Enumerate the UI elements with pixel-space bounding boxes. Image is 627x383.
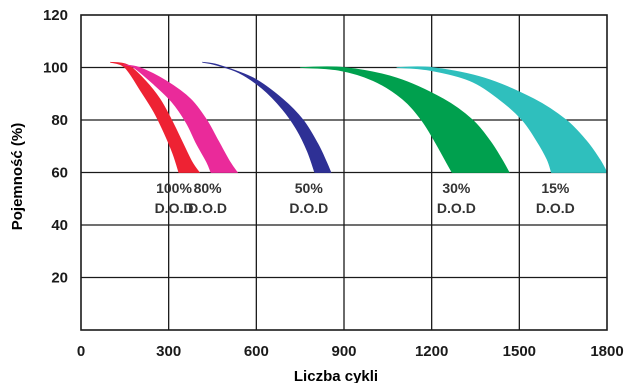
band-label-dod: D.O.D	[155, 200, 194, 216]
band-5	[396, 66, 608, 173]
y-tick-labels: 20 40 60 80 100 120	[43, 7, 68, 287]
band-label-pct: 100%	[156, 180, 192, 196]
y-tick-label: 20	[51, 270, 68, 287]
band-label-pct: 30%	[442, 180, 471, 196]
band-4	[300, 66, 510, 173]
x-tick-labels: 0 300 600 900 1200 1500 1800	[77, 343, 624, 360]
band-label-dod: D.O.D	[188, 200, 227, 216]
band-label-dod: D.O.D	[536, 200, 575, 216]
y-tick-label: 60	[51, 165, 68, 182]
x-tick-label: 300	[156, 343, 181, 360]
x-tick-label: 1200	[415, 343, 448, 360]
y-tick-label: 80	[51, 112, 68, 129]
band-1	[110, 61, 201, 173]
x-tick-label: 900	[331, 343, 356, 360]
x-tick-label: 600	[244, 343, 269, 360]
band-label-dod: D.O.D	[437, 200, 476, 216]
band-label-dod: D.O.D	[289, 200, 328, 216]
band-labels: 100%D.O.D80%D.O.D50%D.O.D30%D.O.D15%D.O.…	[155, 180, 575, 216]
y-tick-label: 100	[43, 60, 68, 77]
plot-frame	[80, 14, 608, 331]
x-tick-label: 0	[77, 343, 85, 360]
band-3	[202, 61, 332, 173]
capacity-bands	[110, 61, 608, 173]
x-axis-title: Liczba cykli	[294, 368, 378, 383]
x-tick-label: 1800	[590, 343, 623, 360]
grid	[81, 15, 607, 330]
band-label-pct: 15%	[541, 180, 570, 196]
y-tick-label: 40	[51, 217, 68, 234]
y-tick-label: 120	[43, 7, 68, 24]
band-label-pct: 50%	[295, 180, 324, 196]
x-tick-label: 1500	[503, 343, 536, 360]
y-axis-title: Pojemność (%)	[9, 123, 26, 231]
band-label-pct: 80%	[194, 180, 223, 196]
band-2	[123, 64, 239, 173]
